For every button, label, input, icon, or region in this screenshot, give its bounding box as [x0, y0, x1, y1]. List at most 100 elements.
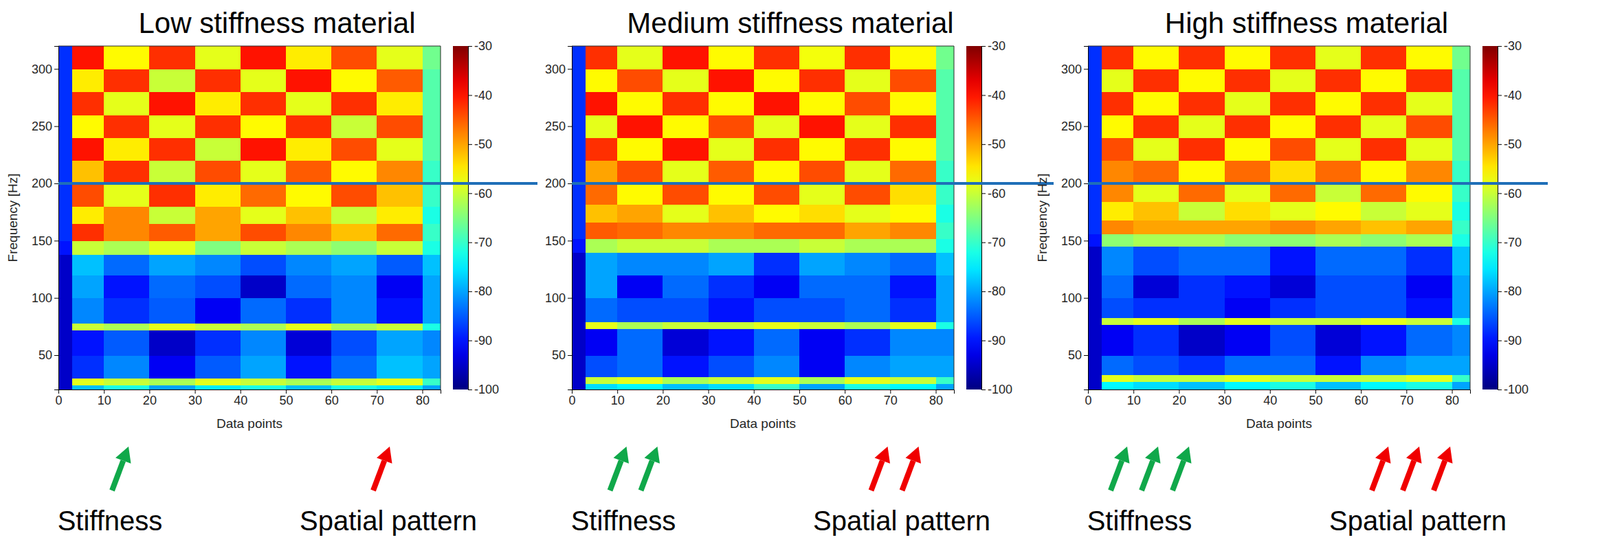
heatmap-cell [149, 137, 196, 161]
heatmap-cell [331, 92, 378, 116]
heatmap-cell [890, 298, 937, 324]
heatmap-cell [890, 137, 937, 161]
heatmap-cell [1452, 381, 1471, 390]
heatmap-cell [753, 252, 800, 276]
x-tick: 40 [233, 389, 248, 408]
colorbar-tick-label: -100 [474, 382, 499, 397]
heatmap-cell [662, 204, 709, 223]
arrow-head [1406, 446, 1422, 464]
y-tick: 200 [31, 176, 59, 191]
heatmap-cell [149, 298, 196, 324]
heatmap-cell [1452, 202, 1471, 221]
heatmap-cell [585, 160, 618, 185]
heatmap-cell [708, 183, 755, 205]
heatmap-cell [753, 68, 800, 93]
heatmap-cell [1406, 274, 1453, 299]
heatmap-cell [1270, 381, 1317, 390]
arrow-head [905, 446, 921, 464]
heatmap-cell [1101, 317, 1135, 326]
heatmap-cell [331, 378, 378, 386]
x-tick: 80 [929, 389, 943, 408]
heatmap-cell [571, 274, 586, 299]
x-tick-label: 50 [279, 393, 293, 408]
y-tick: 250 [1061, 119, 1088, 134]
heatmap-cell [585, 322, 618, 330]
heatmap-cell [1315, 381, 1362, 390]
colorbar [1482, 46, 1498, 390]
heatmap-cell [376, 183, 423, 207]
heatmap-cell [195, 160, 242, 185]
heatmap-cell [708, 222, 755, 240]
heatmap-cell [1452, 183, 1471, 203]
plot-frame [571, 46, 954, 47]
heatmap-cell [617, 68, 664, 93]
heatmap-cell [331, 68, 378, 93]
heatmap-cell [1101, 202, 1135, 221]
chart-title: Medium stiffness material [626, 6, 954, 40]
colorbar-tick-mark [468, 242, 473, 244]
heatmap-cell [72, 46, 105, 70]
heatmap-cell [753, 160, 800, 185]
x-tick: 60 [325, 389, 339, 408]
heatmap-cell [936, 222, 954, 240]
x-tick-label: 80 [929, 393, 943, 408]
heatmap-cell [753, 137, 800, 161]
heatmap-cell [72, 137, 105, 161]
heatmap-cell [662, 377, 709, 385]
heatmap-cell [1178, 202, 1225, 221]
heatmap-cell [58, 274, 73, 299]
heatmap-cell [285, 183, 332, 207]
heatmap-cell [240, 160, 287, 185]
heatmap-cell [72, 68, 105, 93]
heatmap-cell [195, 329, 242, 356]
heatmap-cell [662, 222, 709, 240]
heatmap-cell [936, 355, 954, 378]
heatmap-cell [1406, 317, 1453, 326]
heatmap-cell [844, 238, 891, 253]
figure: 0102030405060708050100150200250300Data p… [0, 0, 1600, 542]
heatmap-cell [331, 206, 378, 225]
heatmap-cell [103, 223, 150, 242]
y-tick-label: 150 [545, 234, 566, 249]
colorbar-axis: -100-90-80-70-60-50-40-30 [468, 39, 499, 397]
heatmap-cell [58, 355, 73, 379]
y-tick: 150 [31, 234, 59, 249]
heatmap-cell [72, 160, 105, 185]
heatmap-cell [149, 206, 196, 225]
colorbar-tick-label: -30 [474, 39, 493, 53]
heatmap-cell [571, 377, 586, 385]
heatmap-cell [331, 329, 378, 356]
heatmap-cell [662, 238, 709, 253]
x-tick-label: 50 [792, 393, 807, 408]
y-tick: 200 [545, 176, 572, 191]
heatmap-cell [571, 252, 586, 276]
heatmap-cell [708, 92, 755, 116]
heatmap-cell [753, 329, 800, 357]
heatmap-cell [422, 254, 441, 276]
heatmap-cell [1178, 381, 1225, 390]
x-tick-label: 60 [325, 393, 339, 408]
heatmap-cell [72, 240, 105, 255]
heatmap-cell [799, 274, 846, 299]
x-axis-title: Data points [1246, 416, 1313, 431]
plot-frame [1470, 46, 1471, 390]
heatmap-cell [240, 183, 287, 207]
arrow-shaft [1371, 461, 1383, 491]
colorbar-tick-mark [981, 94, 986, 96]
heatmap-cell [571, 222, 586, 240]
heatmap-cell [936, 377, 954, 385]
heatmap-cell [331, 254, 378, 276]
heatmap-cell [240, 92, 287, 116]
heatmap-cell [1360, 46, 1407, 70]
heatmap-cell [585, 137, 618, 161]
y-tick: 100 [545, 291, 572, 306]
heatmap-cell [890, 68, 937, 93]
y-tick-label: 50 [551, 348, 566, 363]
arrow-head [644, 446, 660, 464]
y-tick: 50 [38, 348, 59, 363]
heatmap-cell [1406, 92, 1453, 116]
heatmap-cell [72, 298, 105, 324]
heatmap-cell [571, 46, 586, 70]
heatmap-cell [799, 252, 846, 276]
heatmap-cell [708, 252, 755, 276]
